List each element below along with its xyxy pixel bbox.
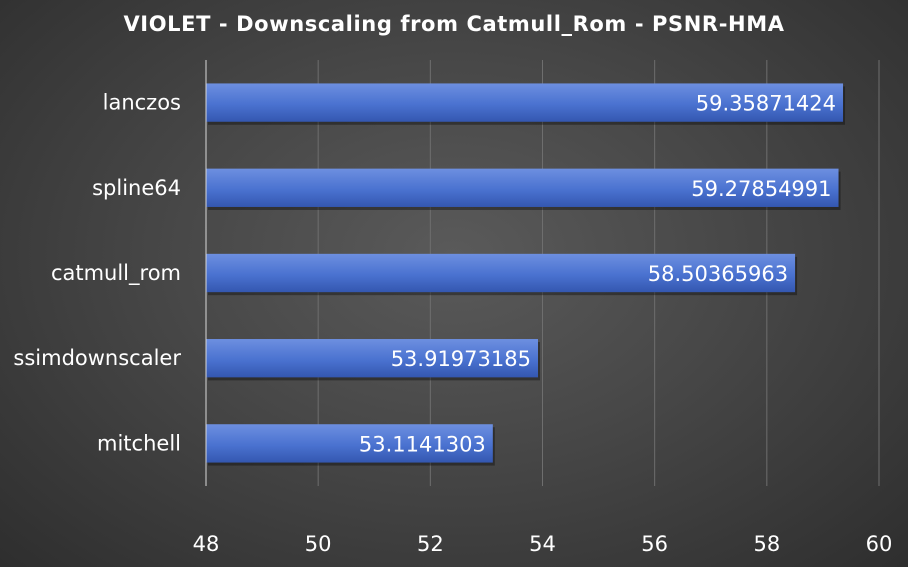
x-tick-label: 48 bbox=[193, 532, 220, 556]
category-label: catmull_rom bbox=[51, 261, 181, 286]
data-label: 53.91973185 bbox=[391, 347, 531, 371]
x-tick-label: 56 bbox=[641, 532, 668, 556]
bars bbox=[206, 83, 846, 466]
data-label: 59.35871424 bbox=[696, 92, 836, 116]
bar-spline64[interactable] bbox=[206, 168, 839, 207]
category-label: ssimdownscaler bbox=[13, 346, 181, 370]
chart-title: VIOLET - Downscaling from Catmull_Rom - … bbox=[123, 12, 785, 36]
data-label: 58.50365963 bbox=[648, 262, 788, 286]
bar-lanczos[interactable] bbox=[206, 83, 844, 122]
data-label: 53.1141303 bbox=[359, 432, 486, 456]
x-tick-label: 58 bbox=[753, 532, 780, 556]
x-tick-label: 54 bbox=[529, 532, 556, 556]
labels: 48 50 52 54 56 58 60 lanczos 59.35871424 spline64… bbox=[13, 91, 892, 556]
bar-mitchell[interactable] bbox=[206, 424, 493, 463]
category-label: lanczos bbox=[103, 91, 181, 115]
x-tick-label: 60 bbox=[866, 532, 893, 556]
data-label: 59.27854991 bbox=[691, 177, 831, 201]
bar-catmull_rom[interactable] bbox=[206, 253, 796, 293]
bar-ssimdownscaler[interactable] bbox=[206, 339, 538, 378]
category-label: mitchell bbox=[97, 431, 181, 455]
category-label: spline64 bbox=[92, 176, 181, 200]
x-tick-label: 50 bbox=[305, 532, 332, 556]
x-tick-label: 52 bbox=[417, 532, 444, 556]
